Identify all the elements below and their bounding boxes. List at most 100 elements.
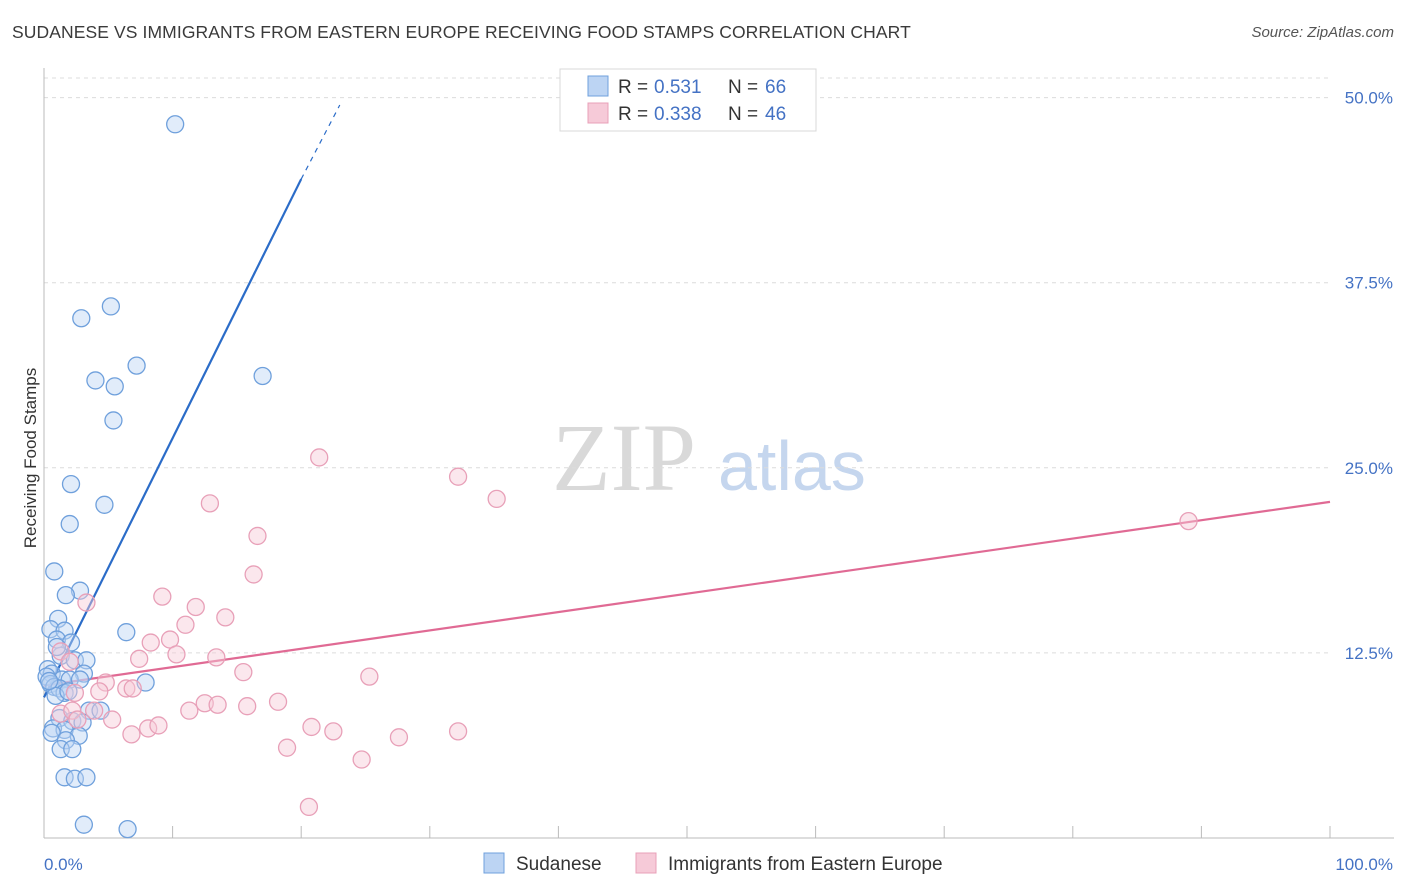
y-tick-label-0: 12.5% bbox=[1345, 644, 1393, 663]
legend-n-value-eastern-europe: 46 bbox=[765, 104, 786, 125]
data-points bbox=[37, 115, 1198, 839]
x-tick-label-max: 100.0% bbox=[1335, 855, 1393, 874]
trend-line-extension-sudanese bbox=[300, 104, 341, 180]
y-tick-label-1: 25.0% bbox=[1345, 459, 1393, 478]
point-sudanese-43 bbox=[42, 723, 61, 743]
y-axis-title: Receiving Food Stamps bbox=[21, 368, 40, 548]
point-eastern-europe-22 bbox=[123, 679, 142, 698]
point-eastern-europe-42 bbox=[389, 728, 409, 747]
point-eastern-europe-10 bbox=[216, 608, 235, 627]
point-sudanese-3 bbox=[127, 356, 146, 375]
point-eastern-europe-2 bbox=[487, 489, 506, 509]
point-eastern-europe-6 bbox=[244, 565, 263, 584]
point-eastern-europe-41 bbox=[122, 725, 141, 744]
chart-title: SUDANESE VS IMMIGRANTS FROM EASTERN EURO… bbox=[12, 22, 911, 42]
point-eastern-europe-36 bbox=[139, 719, 158, 738]
point-sudanese-55 bbox=[39, 671, 59, 691]
watermark-atlas: atlas bbox=[718, 427, 866, 505]
point-sudanese-0 bbox=[166, 115, 185, 134]
bottom-legend-label-sudanese: Sudanese bbox=[516, 854, 602, 875]
point-eastern-europe-20 bbox=[60, 652, 79, 671]
trend-line-sudanese bbox=[43, 178, 303, 698]
point-sudanese-20 bbox=[51, 646, 70, 666]
point-eastern-europe-8 bbox=[77, 593, 96, 612]
point-eastern-europe-11 bbox=[176, 615, 195, 634]
point-sudanese-17 bbox=[117, 623, 136, 642]
point-eastern-europe-26 bbox=[268, 692, 288, 711]
point-eastern-europe-16 bbox=[130, 649, 149, 668]
point-eastern-europe-25 bbox=[90, 682, 109, 701]
point-eastern-europe-19 bbox=[51, 642, 70, 661]
bottom-legend-swatch-sudanese bbox=[483, 852, 505, 874]
point-eastern-europe-9 bbox=[186, 597, 205, 617]
bottom-legend-swatch-eastern-europe bbox=[635, 852, 657, 874]
point-sudanese-6 bbox=[105, 377, 124, 396]
point-eastern-europe-7 bbox=[153, 587, 172, 606]
x-tick-label-min: 0.0% bbox=[44, 855, 83, 874]
point-eastern-europe-14 bbox=[167, 645, 186, 664]
point-eastern-europe-18 bbox=[360, 667, 379, 686]
point-eastern-europe-28 bbox=[208, 695, 227, 714]
point-eastern-europe-17 bbox=[234, 663, 253, 682]
point-eastern-europe-38 bbox=[302, 717, 321, 737]
point-eastern-europe-12 bbox=[141, 633, 160, 652]
point-eastern-europe-21 bbox=[117, 679, 136, 698]
point-eastern-europe-31 bbox=[51, 704, 70, 723]
legend-r-value-sudanese: 0.531 bbox=[654, 77, 702, 98]
point-eastern-europe-40 bbox=[448, 722, 468, 741]
point-sudanese-50 bbox=[77, 768, 96, 787]
point-eastern-europe-43 bbox=[277, 738, 297, 757]
bottom-legend-label-eastern-europe: Immigrants from Eastern Europe bbox=[668, 854, 943, 875]
point-sudanese-10 bbox=[60, 514, 79, 534]
point-sudanese-15 bbox=[41, 620, 60, 639]
point-eastern-europe-4 bbox=[200, 494, 220, 513]
legend-r-value-eastern-europe: 0.338 bbox=[654, 104, 702, 125]
point-eastern-europe-35 bbox=[103, 710, 122, 729]
point-sudanese-9 bbox=[95, 495, 114, 514]
point-eastern-europe-3 bbox=[1179, 511, 1198, 531]
watermark-zip: ZIP bbox=[552, 404, 696, 511]
axes bbox=[43, 68, 1394, 839]
point-sudanese-11 bbox=[45, 562, 64, 581]
point-sudanese-49 bbox=[65, 769, 85, 788]
point-sudanese-5 bbox=[86, 371, 105, 390]
trend-lines bbox=[43, 104, 1331, 698]
point-sudanese-4 bbox=[253, 366, 272, 386]
legend-n-label-sudanese: N = bbox=[728, 77, 758, 98]
tick-labels: 12.5% 25.0% 37.5% 50.0% 0.0% 100.0% bbox=[44, 89, 1393, 874]
point-sudanese-54 bbox=[59, 682, 78, 701]
legend-r-label-eastern-europe: R = bbox=[618, 104, 648, 125]
point-sudanese-7 bbox=[104, 411, 123, 430]
legend-r-label-sudanese: R = bbox=[618, 77, 648, 98]
legend-swatch-eastern-europe bbox=[587, 102, 609, 124]
point-sudanese-8 bbox=[61, 474, 81, 494]
point-eastern-europe-15 bbox=[207, 648, 226, 667]
point-eastern-europe-32 bbox=[63, 701, 82, 720]
point-sudanese-2 bbox=[72, 309, 91, 328]
point-sudanese-51 bbox=[74, 815, 94, 834]
gridlines bbox=[44, 77, 1330, 654]
point-eastern-europe-39 bbox=[324, 722, 343, 741]
point-eastern-europe-5 bbox=[248, 526, 267, 546]
point-eastern-europe-30 bbox=[180, 701, 199, 720]
point-sudanese-1 bbox=[101, 297, 121, 316]
point-eastern-europe-34 bbox=[68, 710, 87, 729]
legend-bottom: Sudanese Immigrants from Eastern Europe bbox=[483, 852, 943, 875]
source-label: Source: ZipAtlas.com bbox=[1251, 24, 1394, 41]
point-sudanese-13 bbox=[56, 586, 76, 605]
point-eastern-europe-44 bbox=[352, 750, 371, 769]
legend-top: R = 0.531 N = 66 R = 0.338 N = 46 bbox=[559, 68, 817, 132]
legend-n-value-sudanese: 66 bbox=[765, 77, 786, 98]
y-tick-label-3: 50.0% bbox=[1345, 89, 1393, 108]
point-sudanese-47 bbox=[63, 740, 82, 759]
legend-swatch-sudanese bbox=[587, 75, 609, 97]
legend-n-label-eastern-europe: N = bbox=[728, 104, 758, 125]
point-eastern-europe-29 bbox=[238, 697, 257, 716]
point-eastern-europe-0 bbox=[310, 448, 329, 467]
y-tick-label-2: 37.5% bbox=[1345, 274, 1393, 293]
point-eastern-europe-24 bbox=[65, 683, 85, 703]
point-eastern-europe-33 bbox=[85, 701, 104, 720]
trend-line-eastern-europe bbox=[43, 500, 1331, 687]
point-eastern-europe-37 bbox=[149, 716, 168, 735]
